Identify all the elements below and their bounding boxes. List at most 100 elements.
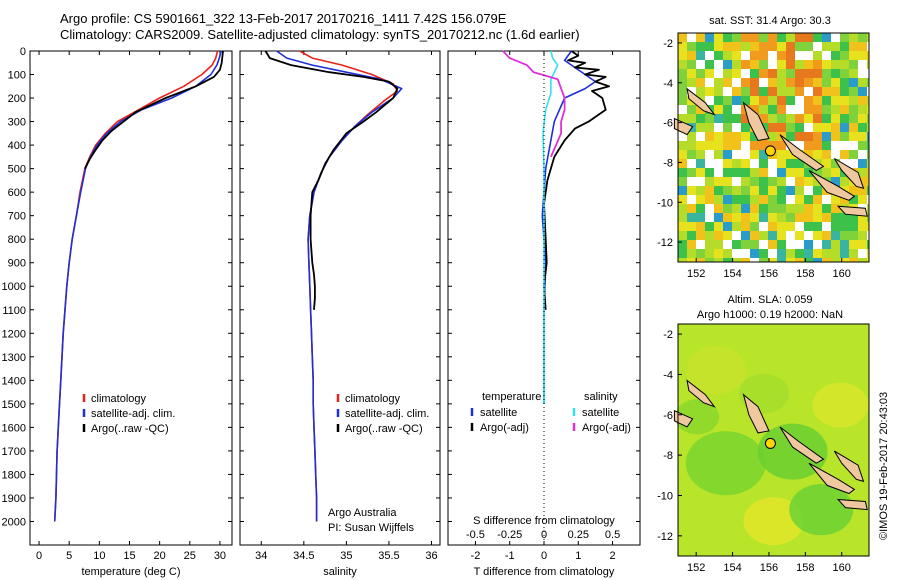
- sst-map-cell: [849, 69, 858, 78]
- sst-map-cell: [867, 96, 869, 105]
- sst-map-cell: [858, 195, 867, 204]
- sst-map-cell: [759, 150, 768, 159]
- sst-map-ytick-label: -8: [663, 157, 673, 169]
- sst-map-cell: [687, 105, 696, 114]
- sst-map-cell: [822, 213, 831, 222]
- sst-map-cell: [687, 87, 696, 96]
- temperature-xtick-label: 30: [214, 550, 226, 562]
- sst-map-cell: [705, 114, 714, 123]
- sst-map-cell: [678, 231, 687, 240]
- sst-map-cell: [741, 132, 750, 141]
- sst-map-cell: [777, 123, 786, 132]
- sst-map-cell: [732, 168, 741, 177]
- sst-map-cell: [831, 240, 840, 249]
- sst-map-cell: [795, 96, 804, 105]
- sst-map-cell: [840, 231, 849, 240]
- difference-xtick-label: -2: [471, 550, 481, 562]
- sst-map-cell: [777, 177, 786, 186]
- difference-xtick-label: 0: [541, 550, 547, 562]
- sst-map-cell: [867, 42, 869, 51]
- sst-map-cell: [849, 60, 858, 69]
- sst-map-ytick-label: -4: [663, 78, 673, 90]
- sst-map-cell: [813, 168, 822, 177]
- sst-map-cell: [840, 132, 849, 141]
- sst-map-cell: [795, 249, 804, 258]
- sst-map-cell: [741, 96, 750, 105]
- sst-map-cell: [831, 150, 840, 159]
- sst-map-cell: [687, 33, 696, 42]
- sla-map-frame: [677, 323, 870, 557]
- sst-map-cell: [741, 204, 750, 213]
- sst-map-cell: [678, 87, 687, 96]
- sst-map-cell: [840, 222, 849, 231]
- sst-map-cell: [849, 114, 858, 123]
- difference-stick-label: 0.25: [568, 529, 589, 541]
- sst-map-cell: [750, 204, 759, 213]
- sst-map-cell: [786, 123, 795, 132]
- salinity-series-satellite: [276, 50, 403, 522]
- salinity-xtick-label: 34: [255, 550, 267, 562]
- sst-map-cell: [687, 222, 696, 231]
- temperature-ytick-label: 100: [8, 70, 26, 82]
- sst-map-cell: [813, 195, 822, 204]
- sst-map-cell: [723, 240, 732, 249]
- sst-map-cell: [723, 195, 732, 204]
- sst-map-cell: [804, 60, 813, 69]
- sst-map-cell: [840, 141, 849, 150]
- sst-map-cell: [732, 213, 741, 222]
- sst-map-cell: [858, 96, 867, 105]
- sst-map-cell: [750, 222, 759, 231]
- sst-map-cell: [813, 51, 822, 60]
- sst-map-cell: [687, 213, 696, 222]
- sst-map-island: [742, 101, 770, 142]
- sst-map-cell: [858, 159, 867, 168]
- sst-map-cell: [750, 168, 759, 177]
- sst-map-cell: [786, 60, 795, 69]
- sst-map-cell: [840, 177, 849, 186]
- sla-map-ytick-label: -8: [663, 450, 673, 462]
- sst-map-cell: [714, 168, 723, 177]
- sst-map-cell: [768, 231, 777, 240]
- sst-map-cell: [831, 78, 840, 87]
- temperature-xtick-label: 10: [93, 550, 105, 562]
- sst-map-cell: [831, 96, 840, 105]
- sst-map-cell: [849, 213, 858, 222]
- title-line-1: Argo profile: CS 5901661_322 13-Feb-2017…: [60, 11, 507, 26]
- sst-map-cell: [732, 150, 741, 159]
- sst-map-cell: [696, 249, 705, 258]
- sst-map-cell: [732, 186, 741, 195]
- sst-map-cell: [705, 258, 714, 262]
- sst-map-cell: [705, 249, 714, 258]
- sla-map-island: [686, 379, 716, 408]
- sst-map-cell: [822, 96, 831, 105]
- sst-map-cell: [867, 249, 869, 258]
- sst-map-cell: [813, 240, 822, 249]
- sst-map-cell: [714, 177, 723, 186]
- sst-map-cell: [741, 186, 750, 195]
- sla-map-blob: [686, 346, 747, 395]
- sst-map-cell: [822, 168, 831, 177]
- sst-map-xtick-label: 160: [833, 268, 851, 280]
- sst-map-cell: [768, 132, 777, 141]
- sst-map-cell: [732, 195, 741, 204]
- sst-map-cell: [831, 132, 840, 141]
- sst-map-cell: [687, 51, 696, 60]
- sst-map-cell: [804, 78, 813, 87]
- sst-map-cell: [858, 132, 867, 141]
- sst-map-cell: [831, 42, 840, 51]
- sla-map-blob: [757, 423, 828, 480]
- temperature-ytick-label: 1100: [2, 305, 26, 317]
- temperature-ytick-label: 1400: [2, 375, 26, 387]
- sst-map-cell: [705, 240, 714, 249]
- sst-map-cell: [867, 159, 869, 168]
- sst-map-cell: [849, 123, 858, 132]
- sst-map-cell: [813, 42, 822, 51]
- sst-map-cell: [777, 78, 786, 87]
- sst-map-cell: [687, 231, 696, 240]
- difference-xlabel: T difference from climatology: [474, 566, 615, 578]
- sst-map-cell: [732, 177, 741, 186]
- sst-map-cell: [804, 231, 813, 240]
- sst-map-cell: [741, 258, 750, 262]
- sst-map-cell: [750, 78, 759, 87]
- sst-map-cell: [696, 186, 705, 195]
